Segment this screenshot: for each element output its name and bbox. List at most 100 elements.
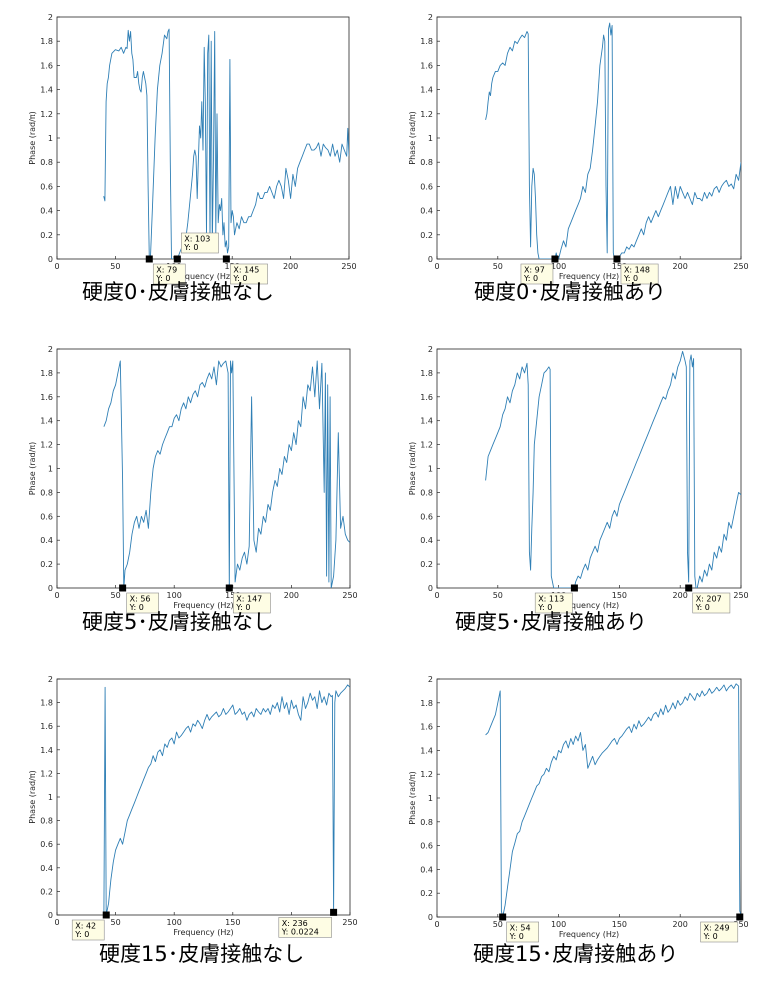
chart-caption: 硬度15･皮膚接触なし: [99, 942, 305, 966]
datatip-x-label: X: 207: [696, 595, 722, 604]
datatip-y-label: Y: 0: [155, 274, 170, 283]
datatip-x-label: X: 103: [184, 235, 210, 244]
datatip-x-label: X: 97: [524, 266, 545, 275]
datatip-marker[interactable]: [499, 913, 507, 921]
x-tick-label: 0: [54, 262, 59, 271]
datatip-marker[interactable]: [551, 255, 559, 263]
x-tick-label: 100: [167, 591, 182, 600]
y-tick-label: 1.2: [40, 441, 53, 450]
y-axis-label: Phase (rad/π): [408, 111, 417, 164]
y-tick-label: 1: [48, 465, 53, 474]
chart-caption: 硬度0･皮膚接触なし: [82, 280, 274, 304]
datatip-y-label: Y: 0: [129, 603, 144, 612]
datatip[interactable]: X: 54Y: 0: [499, 913, 539, 943]
y-tick-label: 0: [48, 255, 53, 264]
y-tick-label: 0.2: [40, 560, 53, 569]
chart-panel-3: 0 50 100 150 200 250 0 0.2 0.4 0.6 0.8 1 1.2 1.4 1.6 1.…: [0, 330, 389, 660]
datatip-marker[interactable]: [685, 584, 693, 592]
y-tick-label: 0.6: [420, 842, 433, 851]
y-tick-label: 0.6: [40, 182, 53, 191]
datatip-marker[interactable]: [570, 584, 578, 592]
x-tick-label: 50: [493, 262, 503, 271]
y-axis-label: Phase (rad/π): [28, 111, 37, 164]
y-tick-label: 1.6: [420, 393, 433, 402]
x-tick-label: 200: [673, 262, 688, 271]
y-tick-label: 1.4: [420, 86, 433, 95]
datatip[interactable]: X: 56Y: 0: [119, 584, 159, 614]
datatip-y-label: Y: 0: [523, 274, 538, 283]
y-tick-label: 2: [48, 675, 53, 684]
datatip-box: [126, 592, 159, 614]
x-tick-label: 200: [673, 920, 688, 929]
chart-caption: 硬度15･皮膚接触あり: [473, 942, 679, 966]
y-tick-label: 0.4: [40, 536, 53, 545]
datatip[interactable]: X: 42Y: 0: [71, 911, 110, 941]
y-tick-label: 0.6: [40, 512, 53, 521]
y-axis-label: Phase (rad/π): [28, 442, 37, 495]
datatip-box: [71, 919, 105, 941]
datatip-x-label: X: 145: [233, 266, 259, 275]
datatip-marker[interactable]: [102, 911, 110, 919]
datatip-marker[interactable]: [145, 255, 153, 263]
chart-panel-5: 05010015020025000.20.40.60.811.21.41.61.…: [0, 660, 389, 990]
y-tick-label: 1.4: [420, 417, 433, 426]
datatip-marker[interactable]: [330, 908, 338, 916]
datatip-x-label: X: 236: [282, 919, 308, 928]
y-tick-label: 0.4: [420, 207, 433, 216]
y-tick-label: 1.2: [40, 110, 53, 119]
y-tick-label: 0: [48, 584, 53, 593]
datatip-y-label: Y: 0: [74, 930, 89, 939]
x-tick-label: 150: [612, 920, 627, 929]
x-tick-label: 150: [225, 918, 240, 927]
x-tick-label: 0: [54, 918, 59, 927]
y-tick-label: 0.8: [420, 488, 433, 497]
datatip-box: [700, 921, 739, 943]
x-axis-label: Frequency (Hz): [173, 272, 233, 281]
y-tick-label: 1.8: [420, 37, 433, 46]
datatip-y-label: Y: 0: [703, 932, 718, 941]
datatip-marker[interactable]: [613, 255, 621, 263]
x-tick-label: 0: [434, 262, 439, 271]
y-tick-label: 1.6: [40, 722, 53, 731]
y-tick-label: 0.4: [40, 864, 53, 873]
datatip[interactable]: X: 97Y: 0: [520, 255, 559, 285]
x-axis-label: Frequency (Hz): [559, 930, 619, 939]
datatip-x-label: X: 79: [156, 266, 177, 275]
datatip-y-label: Y: 0: [183, 243, 198, 252]
datatip-y-label: Y: 0: [509, 932, 524, 941]
line-chart: 05010015020025000.20.40.60.811.21.41.61.…: [408, 345, 749, 614]
datatip-marker[interactable]: [119, 584, 127, 592]
y-tick-label: 0.4: [420, 865, 433, 874]
x-tick-label: 250: [733, 591, 748, 600]
y-tick-label: 0.2: [420, 889, 433, 898]
datatip-marker[interactable]: [222, 255, 230, 263]
y-axis-label: Phase (rad/π): [28, 770, 37, 823]
series-line: [485, 22, 741, 259]
y-tick-label: 1: [428, 794, 433, 803]
y-tick-label: 2: [428, 13, 433, 22]
axes-box: [436, 348, 742, 589]
y-tick-label: 0.2: [40, 231, 53, 240]
datatip-marker[interactable]: [225, 584, 233, 592]
y-tick-label: 2: [48, 13, 53, 22]
datatip-box: [620, 263, 659, 285]
datatip-y-label: Y: 0: [537, 603, 552, 612]
y-tick-label: 1.4: [40, 417, 53, 426]
y-tick-label: 1.4: [40, 86, 53, 95]
datatip-marker[interactable]: [736, 913, 744, 921]
y-tick-label: 1.8: [40, 369, 53, 378]
y-tick-label: 0.4: [420, 536, 433, 545]
x-tick-label: 50: [493, 920, 503, 929]
series-line: [485, 350, 741, 588]
datatip-marker[interactable]: [173, 255, 181, 263]
datatip[interactable]: X: 79Y: 0: [145, 255, 186, 285]
